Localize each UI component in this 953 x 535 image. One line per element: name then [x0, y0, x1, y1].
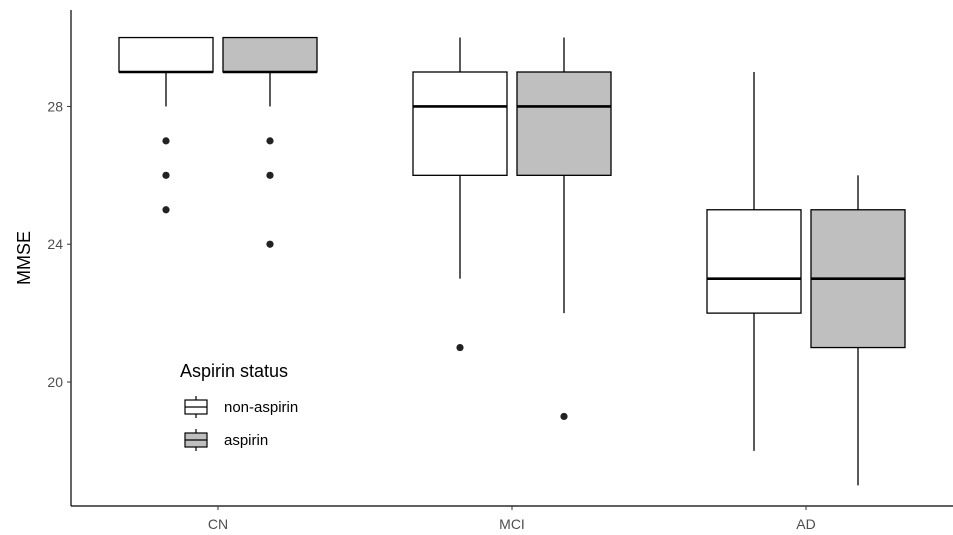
legend-label: aspirin — [224, 432, 268, 449]
legend-item-aspirin: aspirin — [185, 429, 268, 451]
y-tick-label: 24 — [47, 236, 63, 252]
outlier-point — [456, 344, 463, 351]
legend-title: Aspirin status — [180, 361, 288, 381]
series-non-aspirin — [119, 38, 801, 451]
box-aspirin-MCI — [517, 38, 611, 420]
x-tick-label: CN — [208, 516, 228, 532]
x-tick-label: MCI — [499, 516, 525, 532]
legend: Aspirin status non-aspirin aspirin — [180, 361, 298, 451]
series-aspirin — [223, 38, 905, 486]
box-non-aspirin-CN — [119, 38, 213, 214]
box-aspirin-AD — [811, 175, 905, 485]
outlier-point — [162, 206, 169, 213]
outlier-point — [560, 413, 567, 420]
legend-items: non-aspirin aspirin — [185, 396, 298, 451]
box-iqr — [413, 72, 507, 175]
box-non-aspirin-AD — [707, 72, 801, 451]
box-non-aspirin-MCI — [413, 38, 507, 352]
legend-label: non-aspirin — [224, 399, 298, 416]
plot-area — [119, 38, 905, 486]
x-tick-label: AD — [796, 516, 815, 532]
y-axis-ticks: 20 24 28 — [47, 98, 71, 390]
y-tick-label: 28 — [47, 98, 63, 114]
outlier-point — [162, 137, 169, 144]
y-tick-label: 20 — [47, 374, 63, 390]
x-axis-ticks: CN MCI AD — [208, 506, 816, 532]
outlier-point — [266, 241, 273, 248]
box-iqr — [517, 72, 611, 175]
box-iqr — [707, 210, 801, 313]
y-axis-title: MMSE — [14, 231, 34, 285]
outlier-point — [266, 137, 273, 144]
box-aspirin-CN — [223, 38, 317, 248]
box-iqr — [119, 38, 213, 72]
outlier-point — [162, 172, 169, 179]
box-iqr — [223, 38, 317, 72]
legend-item-non-aspirin: non-aspirin — [185, 396, 298, 418]
outlier-point — [266, 172, 273, 179]
